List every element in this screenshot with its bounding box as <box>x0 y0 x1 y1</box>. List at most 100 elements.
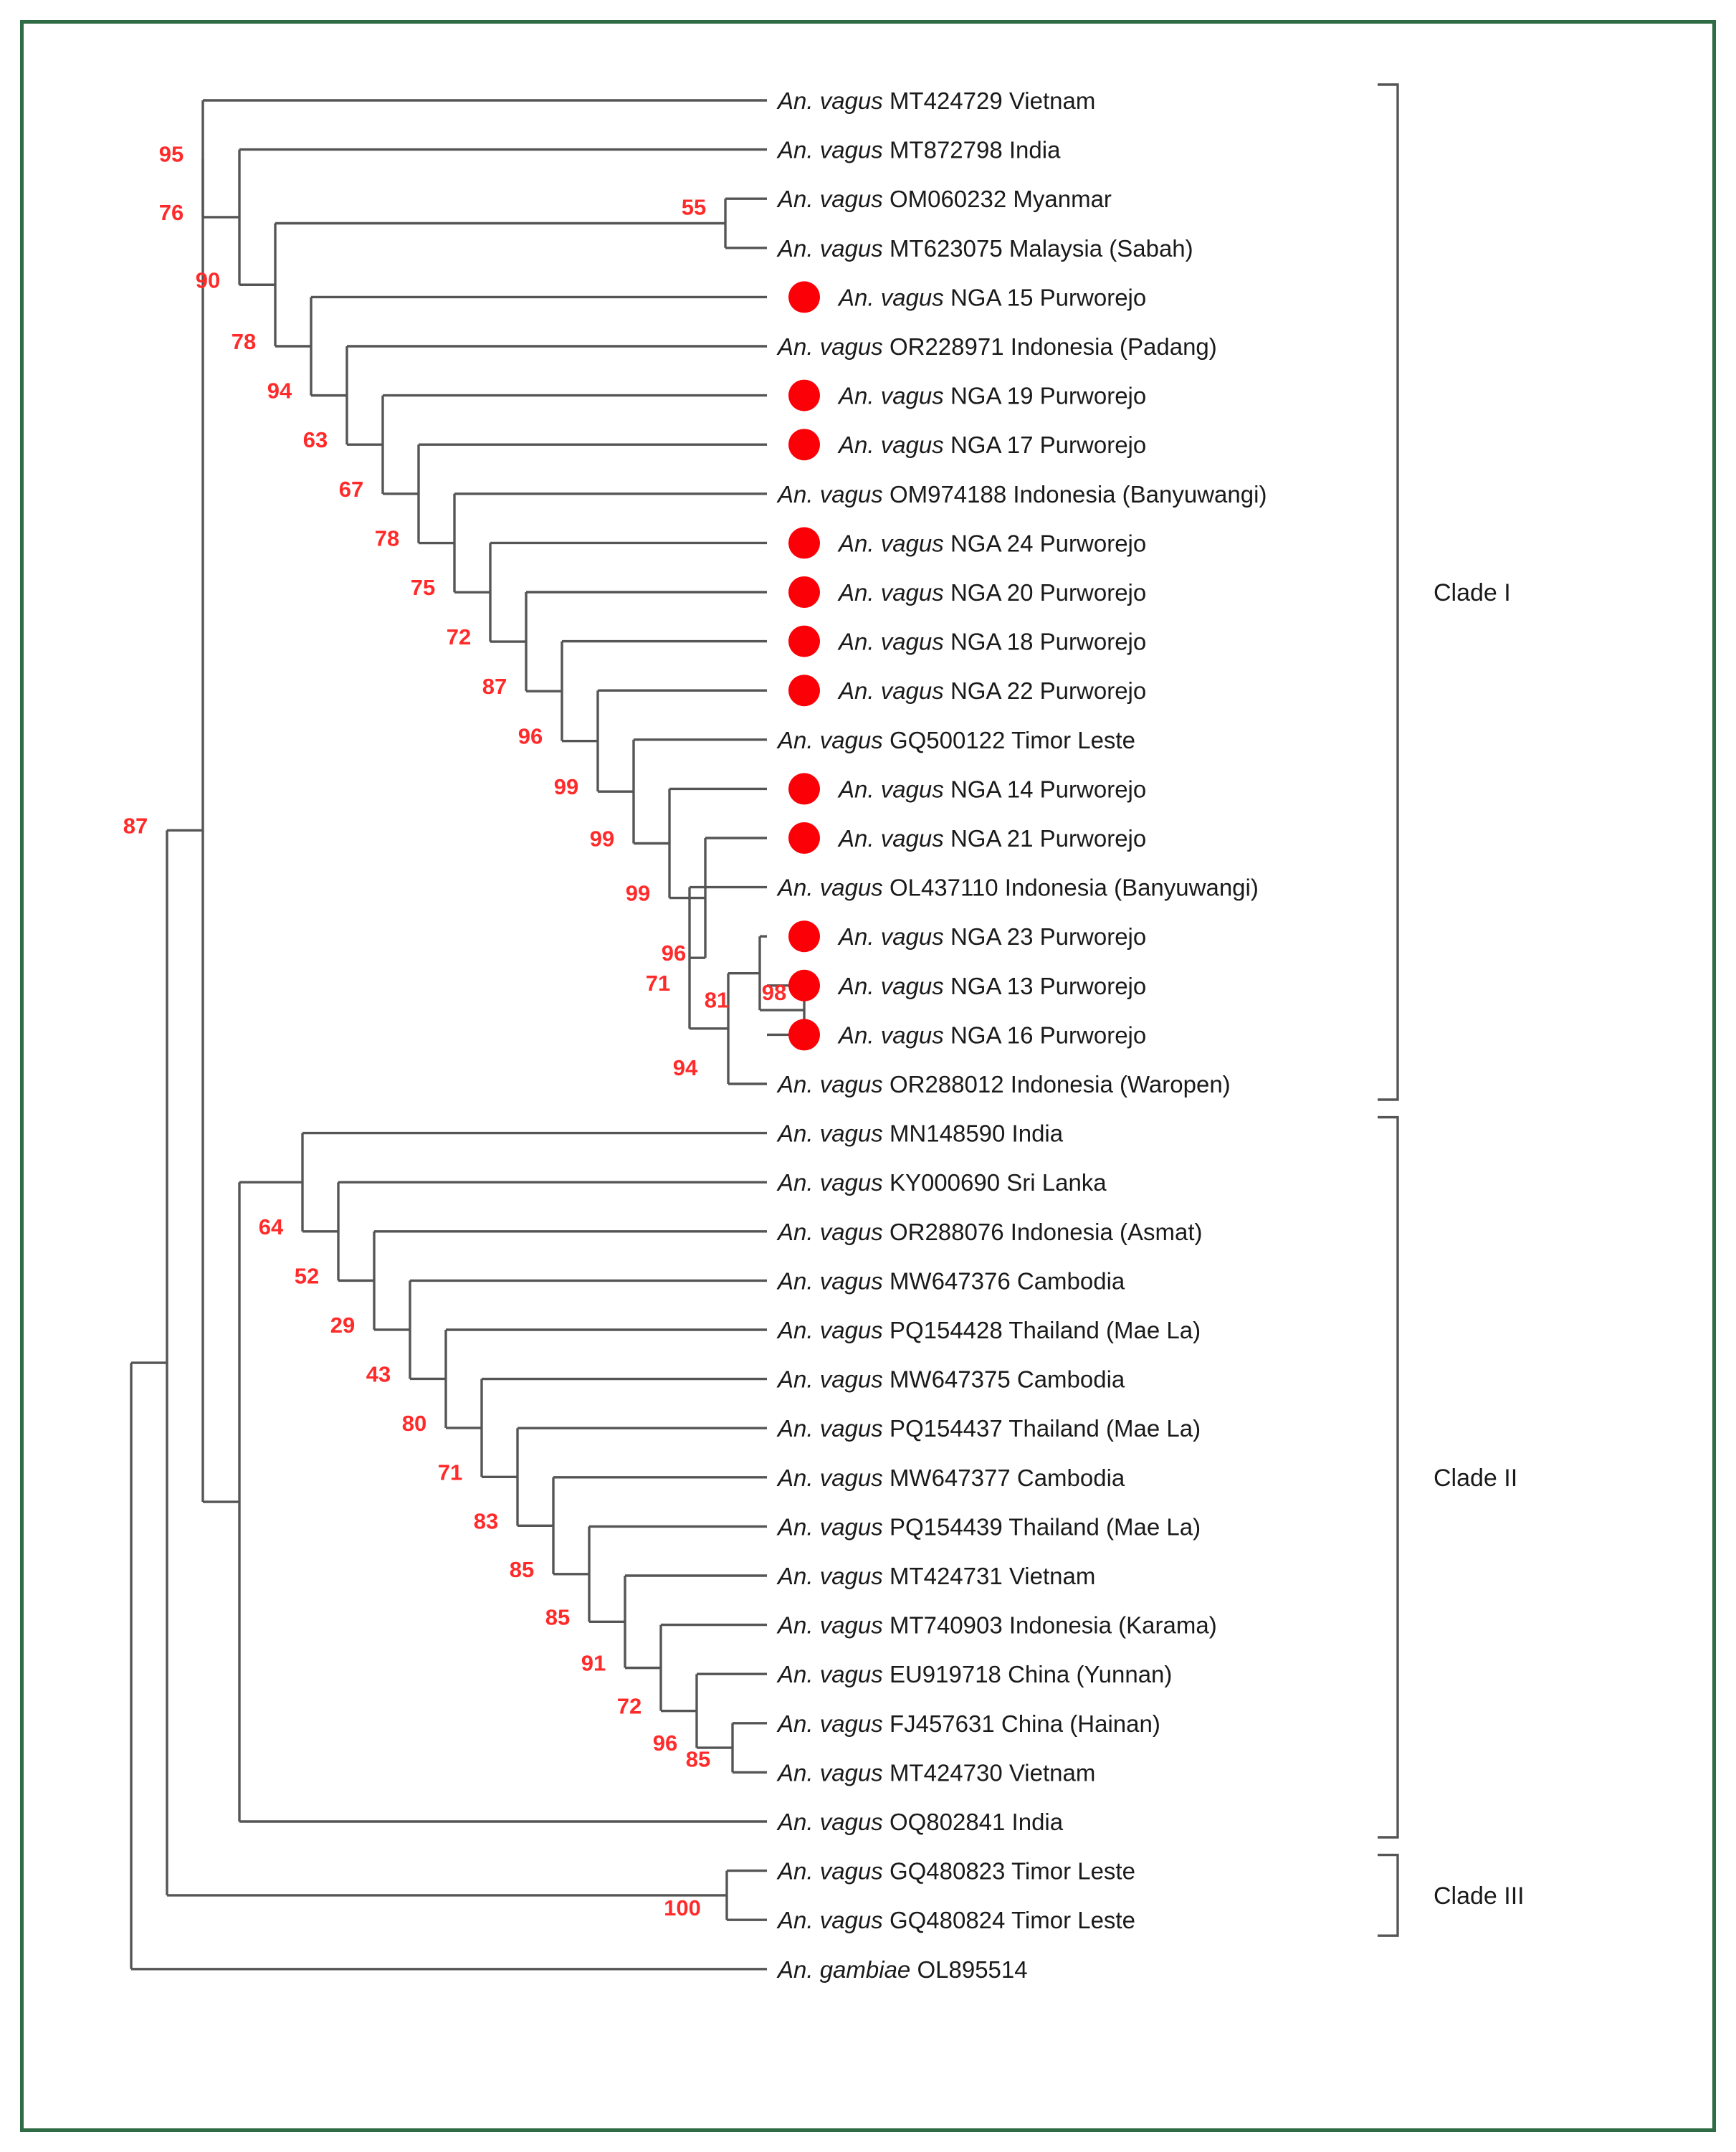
taxon-label: An. vagus NGA 15 Purworejo <box>837 284 1146 310</box>
figure-border <box>20 20 1716 2132</box>
taxon-label: An. vagus MT424729 Vietnam <box>776 87 1095 114</box>
bootstrap-value: 99 <box>554 774 578 799</box>
bootstrap-value: 55 <box>682 195 706 220</box>
purworejo-sample-marker <box>788 576 820 608</box>
purworejo-sample-marker <box>788 1019 820 1051</box>
taxon-label: An. vagus OR288076 Indonesia (Asmat) <box>776 1219 1203 1245</box>
bootstrap-value: 83 <box>474 1508 498 1533</box>
taxon-label: An. vagus MT740903 Indonesia (Karama) <box>776 1612 1217 1639</box>
bootstrap-value: 99 <box>590 827 614 852</box>
purworejo-sample-marker <box>788 773 820 805</box>
bootstrap-value: 75 <box>411 575 435 600</box>
bootstrap-value: 100 <box>664 1895 701 1920</box>
bootstrap-value: 72 <box>447 624 471 649</box>
taxon-label: An. vagus MW647375 Cambodia <box>776 1366 1125 1393</box>
bootstrap-value: 67 <box>339 477 363 502</box>
taxon-label: An. vagus PQ154428 Thailand (Mae La) <box>776 1317 1201 1343</box>
bootstrap-value: 85 <box>686 1746 710 1771</box>
bootstrap-value: 96 <box>662 941 686 966</box>
taxon-label: An. vagus NGA 20 Purworejo <box>837 579 1146 606</box>
purworejo-sample-marker <box>788 625 820 657</box>
taxon-label: An. vagus GQ480823 Timor Leste <box>776 1858 1135 1885</box>
bootstrap-value: 63 <box>303 427 328 452</box>
bootstrap-value: 78 <box>375 526 399 551</box>
purworejo-sample-marker <box>788 920 820 953</box>
taxon-label: An. vagus MW647377 Cambodia <box>776 1465 1125 1491</box>
bootstrap-value: 85 <box>510 1557 534 1582</box>
bootstrap-value: 64 <box>259 1214 284 1239</box>
bootstrap-value: 80 <box>402 1411 426 1436</box>
bootstrap-value: 87 <box>482 674 507 699</box>
taxon-label: An. vagus NGA 16 Purworejo <box>837 1022 1146 1048</box>
clade-3-label: Clade III <box>1434 1882 1525 1910</box>
purworejo-sample-marker <box>788 675 820 707</box>
bootstrap-value: 94 <box>267 378 292 404</box>
bootstrap-value: 95 <box>159 141 183 166</box>
bootstrap-value: 71 <box>646 971 670 996</box>
bootstrap-value: 87 <box>123 813 148 838</box>
clade-2-bracket <box>1378 1115 1399 1839</box>
purworejo-sample-marker <box>788 429 820 461</box>
purworejo-sample-marker <box>788 527 820 559</box>
bootstrap-value: 85 <box>545 1604 570 1629</box>
purworejo-sample-marker <box>788 281 820 313</box>
clade-name-labels: Clade I Clade II Clade III <box>1434 579 1525 1910</box>
taxon-label: An. gambiae OL895514 <box>776 1956 1028 1983</box>
taxon-label: An. vagus OM974188 Indonesia (Banyuwangi… <box>776 481 1267 508</box>
clade-1-label: Clade I <box>1434 579 1511 606</box>
taxon-label: An. vagus PQ154439 Thailand (Mae La) <box>776 1513 1201 1540</box>
taxon-label: An. vagus MT424731 Vietnam <box>776 1563 1095 1589</box>
bootstrap-value: 76 <box>159 200 183 225</box>
taxon-label: An. vagus NGA 22 Purworejo <box>837 677 1146 704</box>
purworejo-sample-marker <box>788 969 820 1001</box>
taxon-label: An. vagus OR228971 Indonesia (Padang) <box>776 333 1217 360</box>
bootstrap-labels: 55 98 81 94 71 96 99 99 99 96 87 72 75 78 67 63 94 78 90 76… <box>123 141 786 1920</box>
bootstrap-value: 90 <box>196 267 220 292</box>
bootstrap-value: 43 <box>366 1361 391 1386</box>
bootstrap-value: 98 <box>762 980 786 1005</box>
taxon-label: An. vagus OM060232 Myanmar <box>776 186 1112 212</box>
taxon-label: An. vagus KY000690 Sri Lanka <box>776 1169 1107 1196</box>
clade-3-bracket <box>1378 1853 1399 1937</box>
clade-2-label: Clade II <box>1434 1465 1517 1492</box>
bootstrap-value: 72 <box>617 1694 642 1719</box>
taxon-label: An. vagus NGA 18 Purworejo <box>837 629 1146 655</box>
bootstrap-value: 94 <box>673 1055 698 1080</box>
taxon-label: An. vagus MT872798 India <box>776 137 1061 163</box>
taxon-label: An. vagus OR288012 Indonesia (Waropen) <box>776 1071 1231 1098</box>
bootstrap-value: 52 <box>295 1263 319 1288</box>
tree-branches <box>130 99 806 1971</box>
bootstrap-value: 81 <box>705 988 729 1013</box>
sample-markers <box>788 281 820 1051</box>
taxon-label: An. vagus MN148590 India <box>776 1120 1064 1147</box>
taxon-label: An. vagus GQ500122 Timor Leste <box>776 727 1135 753</box>
taxon-label: An. vagus NGA 23 Purworejo <box>837 923 1146 950</box>
taxon-label: An. vagus NGA 19 Purworejo <box>837 383 1146 409</box>
clade-1-bracket <box>1378 83 1399 1101</box>
taxon-labels: An. vagus MT424729 Vietnam An. vagus MT87… <box>776 87 1267 1983</box>
bootstrap-value: 78 <box>232 329 256 354</box>
taxon-label: An. vagus FJ457631 China (Hainan) <box>776 1710 1160 1737</box>
taxon-label: An. vagus NGA 21 Purworejo <box>837 825 1146 852</box>
purworejo-sample-marker <box>788 379 820 411</box>
taxon-label: An. vagus MT424730 Vietnam <box>776 1759 1095 1786</box>
bootstrap-value: 96 <box>518 724 543 749</box>
taxon-label: An. vagus MT623075 Malaysia (Sabah) <box>776 235 1193 262</box>
taxon-label: An. vagus PQ154437 Thailand (Mae La) <box>776 1415 1201 1442</box>
taxon-label: An. vagus NGA 17 Purworejo <box>837 432 1146 458</box>
bootstrap-value: 91 <box>581 1651 606 1676</box>
clade-brackets <box>1378 83 1399 1937</box>
bootstrap-value: 96 <box>653 1730 677 1756</box>
taxon-label: An. vagus OQ802841 India <box>776 1809 1064 1835</box>
taxon-label: An. vagus MW647376 Cambodia <box>776 1267 1125 1294</box>
taxon-label: An. vagus OL437110 Indonesia (Banyuwangi… <box>776 875 1259 901</box>
bootstrap-value: 29 <box>330 1313 355 1338</box>
bootstrap-value: 71 <box>438 1460 462 1485</box>
taxon-label: An. vagus GQ480824 Timor Leste <box>776 1907 1135 1933</box>
taxon-label: An. vagus EU919718 China (Yunnan) <box>776 1661 1172 1687</box>
purworejo-sample-marker <box>788 822 820 854</box>
bootstrap-value: 99 <box>626 881 650 906</box>
taxon-label: An. vagus NGA 13 Purworejo <box>837 973 1146 999</box>
